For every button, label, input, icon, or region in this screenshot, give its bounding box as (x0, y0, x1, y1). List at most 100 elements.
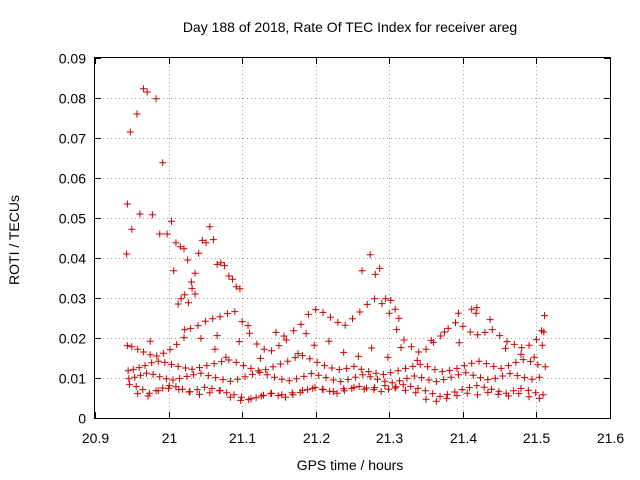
data-point (422, 395, 430, 403)
data-point (399, 381, 407, 389)
data-point (181, 326, 189, 334)
data-point (443, 390, 451, 398)
data-point (444, 324, 452, 332)
data-point (366, 251, 374, 259)
data-point (437, 332, 445, 340)
data-point (440, 328, 448, 336)
data-point (532, 336, 540, 344)
data-point (418, 374, 426, 382)
data-point (484, 388, 492, 396)
data-point (268, 347, 276, 355)
data-point (153, 352, 161, 360)
x-axis-title: GPS time / hours (297, 457, 404, 473)
data-point (260, 345, 268, 353)
data-point (350, 362, 358, 370)
data-point (148, 211, 156, 219)
data-point (387, 296, 395, 304)
data-point (538, 341, 546, 349)
y-tick-label: 0.02 (59, 331, 86, 347)
data-points (123, 85, 549, 405)
data-point (379, 370, 387, 378)
data-point (129, 366, 137, 374)
data-point (176, 374, 184, 382)
data-point (139, 386, 147, 394)
data-point (237, 393, 245, 401)
data-point (222, 353, 230, 361)
data-point (385, 309, 393, 317)
data-point (293, 375, 301, 383)
data-point (462, 369, 470, 377)
y-tick-label: 0.01 (59, 371, 86, 387)
data-point (131, 373, 139, 381)
data-point (144, 392, 152, 400)
data-point (137, 371, 145, 379)
data-point (480, 383, 488, 391)
data-point (391, 305, 399, 313)
data-point (365, 368, 373, 376)
data-point (236, 285, 244, 293)
data-point (372, 369, 380, 377)
data-point (355, 382, 363, 390)
data-point (356, 308, 364, 316)
data-point (181, 364, 189, 372)
data-point (146, 351, 154, 359)
data-point (174, 300, 182, 308)
data-point (401, 386, 409, 394)
data-point (431, 366, 439, 374)
data-point (234, 375, 242, 383)
data-point (527, 358, 535, 366)
data-point (371, 270, 379, 278)
data-point (254, 367, 262, 375)
data-point (400, 336, 408, 344)
data-point (191, 269, 199, 277)
data-point (519, 356, 527, 364)
data-point (466, 328, 474, 336)
data-point (451, 388, 459, 396)
data-point (337, 378, 345, 386)
y-tick-labels: 0 0.01 0.02 0.03 0.04 0.05 0.06 0.07 0.08 0.09 (59, 51, 86, 427)
y-tick-label: 0.04 (59, 251, 86, 267)
data-point (197, 369, 205, 377)
data-point (429, 390, 437, 398)
data-point (195, 390, 203, 398)
data-point (230, 391, 238, 399)
data-point (517, 350, 525, 358)
data-point (397, 344, 405, 352)
data-point (184, 256, 192, 264)
data-point (329, 388, 337, 396)
data-point (329, 376, 337, 384)
data-point (521, 374, 529, 382)
data-point (504, 362, 512, 370)
y-tick-label: 0 (78, 411, 86, 427)
data-point (195, 249, 203, 257)
data-point (123, 342, 131, 350)
data-point (425, 376, 433, 384)
data-point (201, 317, 209, 325)
data-point (377, 388, 385, 396)
data-point (396, 377, 404, 385)
data-point (275, 342, 283, 350)
data-point (453, 364, 461, 372)
data-point (455, 339, 463, 347)
data-point (499, 372, 507, 380)
data-point (238, 318, 246, 326)
data-point (432, 397, 440, 405)
data-point (306, 355, 314, 363)
data-point (226, 393, 234, 401)
data-point (135, 364, 143, 372)
data-point (148, 359, 156, 367)
data-point (495, 387, 503, 395)
data-point (134, 345, 142, 353)
data-point (162, 375, 170, 383)
data-point (204, 372, 212, 380)
data-point (491, 374, 499, 382)
y-tick-label: 0.08 (59, 91, 86, 107)
data-point (474, 391, 482, 399)
data-point (298, 352, 306, 360)
data-point (140, 348, 148, 356)
data-point (256, 368, 264, 376)
x-tick-labels: 20.9 21 21.1 21.2 21.3 21.4 21.5 21.6 (82, 430, 624, 446)
data-point (195, 364, 203, 372)
data-point (341, 321, 349, 329)
data-point (459, 322, 467, 330)
